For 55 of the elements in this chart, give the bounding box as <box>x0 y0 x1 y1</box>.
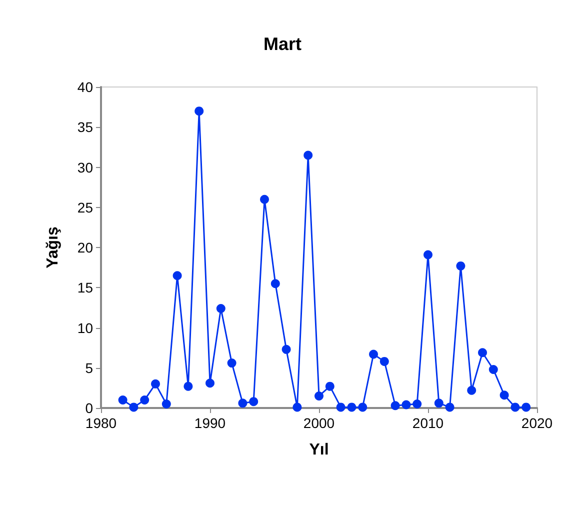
point <box>500 390 509 400</box>
point <box>270 279 280 288</box>
point <box>347 402 356 412</box>
point <box>118 395 128 404</box>
y-tick-label: 15 <box>77 280 94 296</box>
x-axis-title: Yıl <box>309 442 329 458</box>
point <box>238 398 248 408</box>
point <box>314 391 324 400</box>
point <box>216 304 226 313</box>
point <box>358 402 368 412</box>
point <box>467 386 476 395</box>
x-tick-label: 2000 <box>303 415 335 431</box>
x-tick-label: 1980 <box>85 415 117 431</box>
y-tick-label: 5 <box>85 360 94 376</box>
point <box>249 397 258 406</box>
x-tick-label: 2020 <box>521 415 553 431</box>
point <box>510 402 520 412</box>
point <box>151 379 160 388</box>
point <box>140 395 150 404</box>
point <box>402 400 411 410</box>
point <box>129 402 138 412</box>
point <box>434 398 444 408</box>
point <box>412 399 422 408</box>
y-tick-label: 35 <box>77 119 94 136</box>
point <box>445 402 454 412</box>
point <box>522 402 531 412</box>
point <box>325 382 334 391</box>
y-tick-label: 10 <box>77 320 94 336</box>
point <box>227 358 236 368</box>
y-tick-label: 0 <box>85 400 94 416</box>
point <box>390 401 400 410</box>
y-tick-label: 30 <box>77 159 94 176</box>
x-tick-label: 2010 <box>412 415 444 431</box>
point <box>424 250 432 260</box>
y-tick-label: 20 <box>77 240 94 256</box>
y-tick-label: 40 <box>77 79 94 95</box>
point <box>304 150 313 160</box>
point <box>172 271 182 280</box>
point <box>292 402 302 412</box>
point <box>369 350 378 359</box>
y-axis-title: Yağış <box>44 226 62 268</box>
point <box>282 344 291 354</box>
y-tick-label: 25 <box>77 199 94 216</box>
x-tick-label: 1990 <box>194 415 226 431</box>
point <box>260 194 269 204</box>
point <box>336 402 346 412</box>
chart-title: Mart <box>263 34 302 54</box>
point <box>194 106 204 116</box>
point <box>456 261 466 270</box>
point <box>184 382 193 391</box>
point <box>478 348 487 358</box>
point <box>162 399 171 408</box>
point <box>206 378 214 388</box>
point <box>488 364 498 374</box>
point <box>380 356 389 366</box>
